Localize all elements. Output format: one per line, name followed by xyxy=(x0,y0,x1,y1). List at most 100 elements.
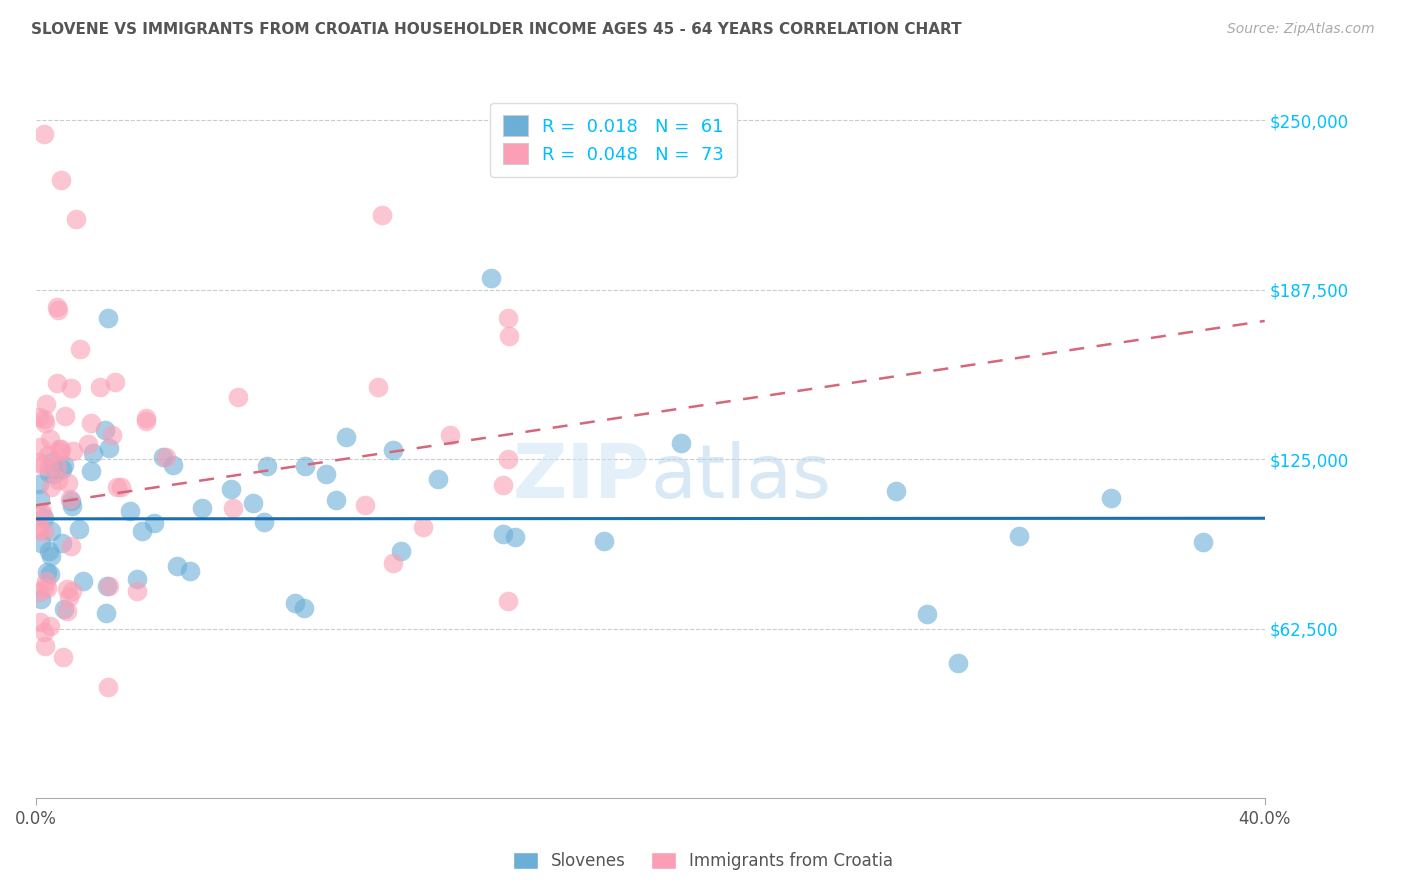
Point xyxy=(65,212,87,227)
Point xyxy=(884,484,907,499)
Point xyxy=(381,556,404,570)
Point xyxy=(32,510,55,524)
Point xyxy=(35,581,58,595)
Point xyxy=(135,414,157,428)
Point xyxy=(155,450,177,465)
Point xyxy=(34,416,56,430)
Point xyxy=(381,442,404,457)
Point xyxy=(28,585,51,599)
Point xyxy=(59,539,82,553)
Point xyxy=(34,581,56,595)
Point xyxy=(59,494,82,508)
Point xyxy=(179,564,201,578)
Point xyxy=(505,530,527,544)
Point xyxy=(593,533,616,548)
Point xyxy=(60,583,83,598)
Point xyxy=(48,445,70,459)
Point xyxy=(30,506,52,520)
Point xyxy=(191,501,214,516)
Point xyxy=(49,442,72,456)
Text: ZIP: ZIP xyxy=(513,442,651,515)
Point xyxy=(31,458,53,472)
Point xyxy=(28,521,51,535)
Point xyxy=(34,639,56,653)
Point xyxy=(55,604,77,618)
Point xyxy=(256,459,278,474)
Point xyxy=(80,464,103,478)
Point xyxy=(38,619,60,633)
Point xyxy=(498,593,520,607)
Point xyxy=(51,462,73,476)
Point xyxy=(59,491,82,506)
Point xyxy=(44,467,66,481)
Point xyxy=(222,501,245,516)
Point xyxy=(30,535,52,549)
Point xyxy=(52,650,75,665)
Point xyxy=(48,302,70,317)
Text: SLOVENE VS IMMIGRANTS FROM CROATIA HOUSEHOLDER INCOME AGES 45 - 64 YEARS CORRELA: SLOVENE VS IMMIGRANTS FROM CROATIA HOUSE… xyxy=(31,22,962,37)
Point xyxy=(426,471,449,485)
Point xyxy=(496,451,519,466)
Point xyxy=(28,455,51,469)
Point xyxy=(367,380,389,394)
Point xyxy=(94,423,117,437)
Point xyxy=(28,523,51,537)
Point xyxy=(479,270,502,285)
Point xyxy=(37,448,59,462)
Point xyxy=(946,656,969,670)
Point xyxy=(41,524,63,539)
Point xyxy=(669,435,692,450)
Point xyxy=(41,549,63,563)
Point xyxy=(292,601,315,615)
Point xyxy=(82,446,104,460)
Point xyxy=(34,411,56,425)
Point xyxy=(30,592,52,607)
Point xyxy=(69,342,91,356)
Point xyxy=(315,467,337,482)
Point xyxy=(56,475,79,490)
Point xyxy=(32,625,55,640)
Point xyxy=(915,607,938,621)
Point xyxy=(105,479,128,493)
Point xyxy=(32,524,55,539)
Point xyxy=(284,596,307,610)
Point xyxy=(335,430,357,444)
Point xyxy=(143,516,166,531)
Point xyxy=(28,477,51,491)
Point xyxy=(1099,491,1122,505)
Point xyxy=(162,458,184,473)
Point xyxy=(35,574,58,589)
Point xyxy=(152,450,174,464)
Point xyxy=(55,582,77,596)
Point xyxy=(1192,534,1215,549)
Point xyxy=(39,432,62,446)
Point xyxy=(97,442,120,456)
Point xyxy=(389,543,412,558)
Point xyxy=(46,473,69,487)
Point xyxy=(42,454,65,468)
Point xyxy=(52,458,75,472)
Point xyxy=(28,440,51,454)
Point xyxy=(94,607,117,621)
Point xyxy=(31,505,53,519)
Point xyxy=(96,579,118,593)
Point xyxy=(242,496,264,510)
Point xyxy=(226,390,249,404)
Point xyxy=(38,544,60,558)
Point xyxy=(97,680,120,694)
Point xyxy=(48,442,70,456)
Point xyxy=(52,602,75,616)
Point xyxy=(412,520,434,534)
Point xyxy=(439,427,461,442)
Point xyxy=(28,491,51,506)
Point xyxy=(166,558,188,573)
Text: atlas: atlas xyxy=(651,442,831,515)
Point xyxy=(496,310,519,325)
Point xyxy=(35,397,58,411)
Point xyxy=(77,437,100,451)
Point xyxy=(325,492,347,507)
Point xyxy=(30,615,52,630)
Point xyxy=(353,498,375,512)
Legend: R =  0.018   N =  61, R =  0.048   N =  73: R = 0.018 N = 61, R = 0.048 N = 73 xyxy=(491,103,737,177)
Point xyxy=(110,479,132,493)
